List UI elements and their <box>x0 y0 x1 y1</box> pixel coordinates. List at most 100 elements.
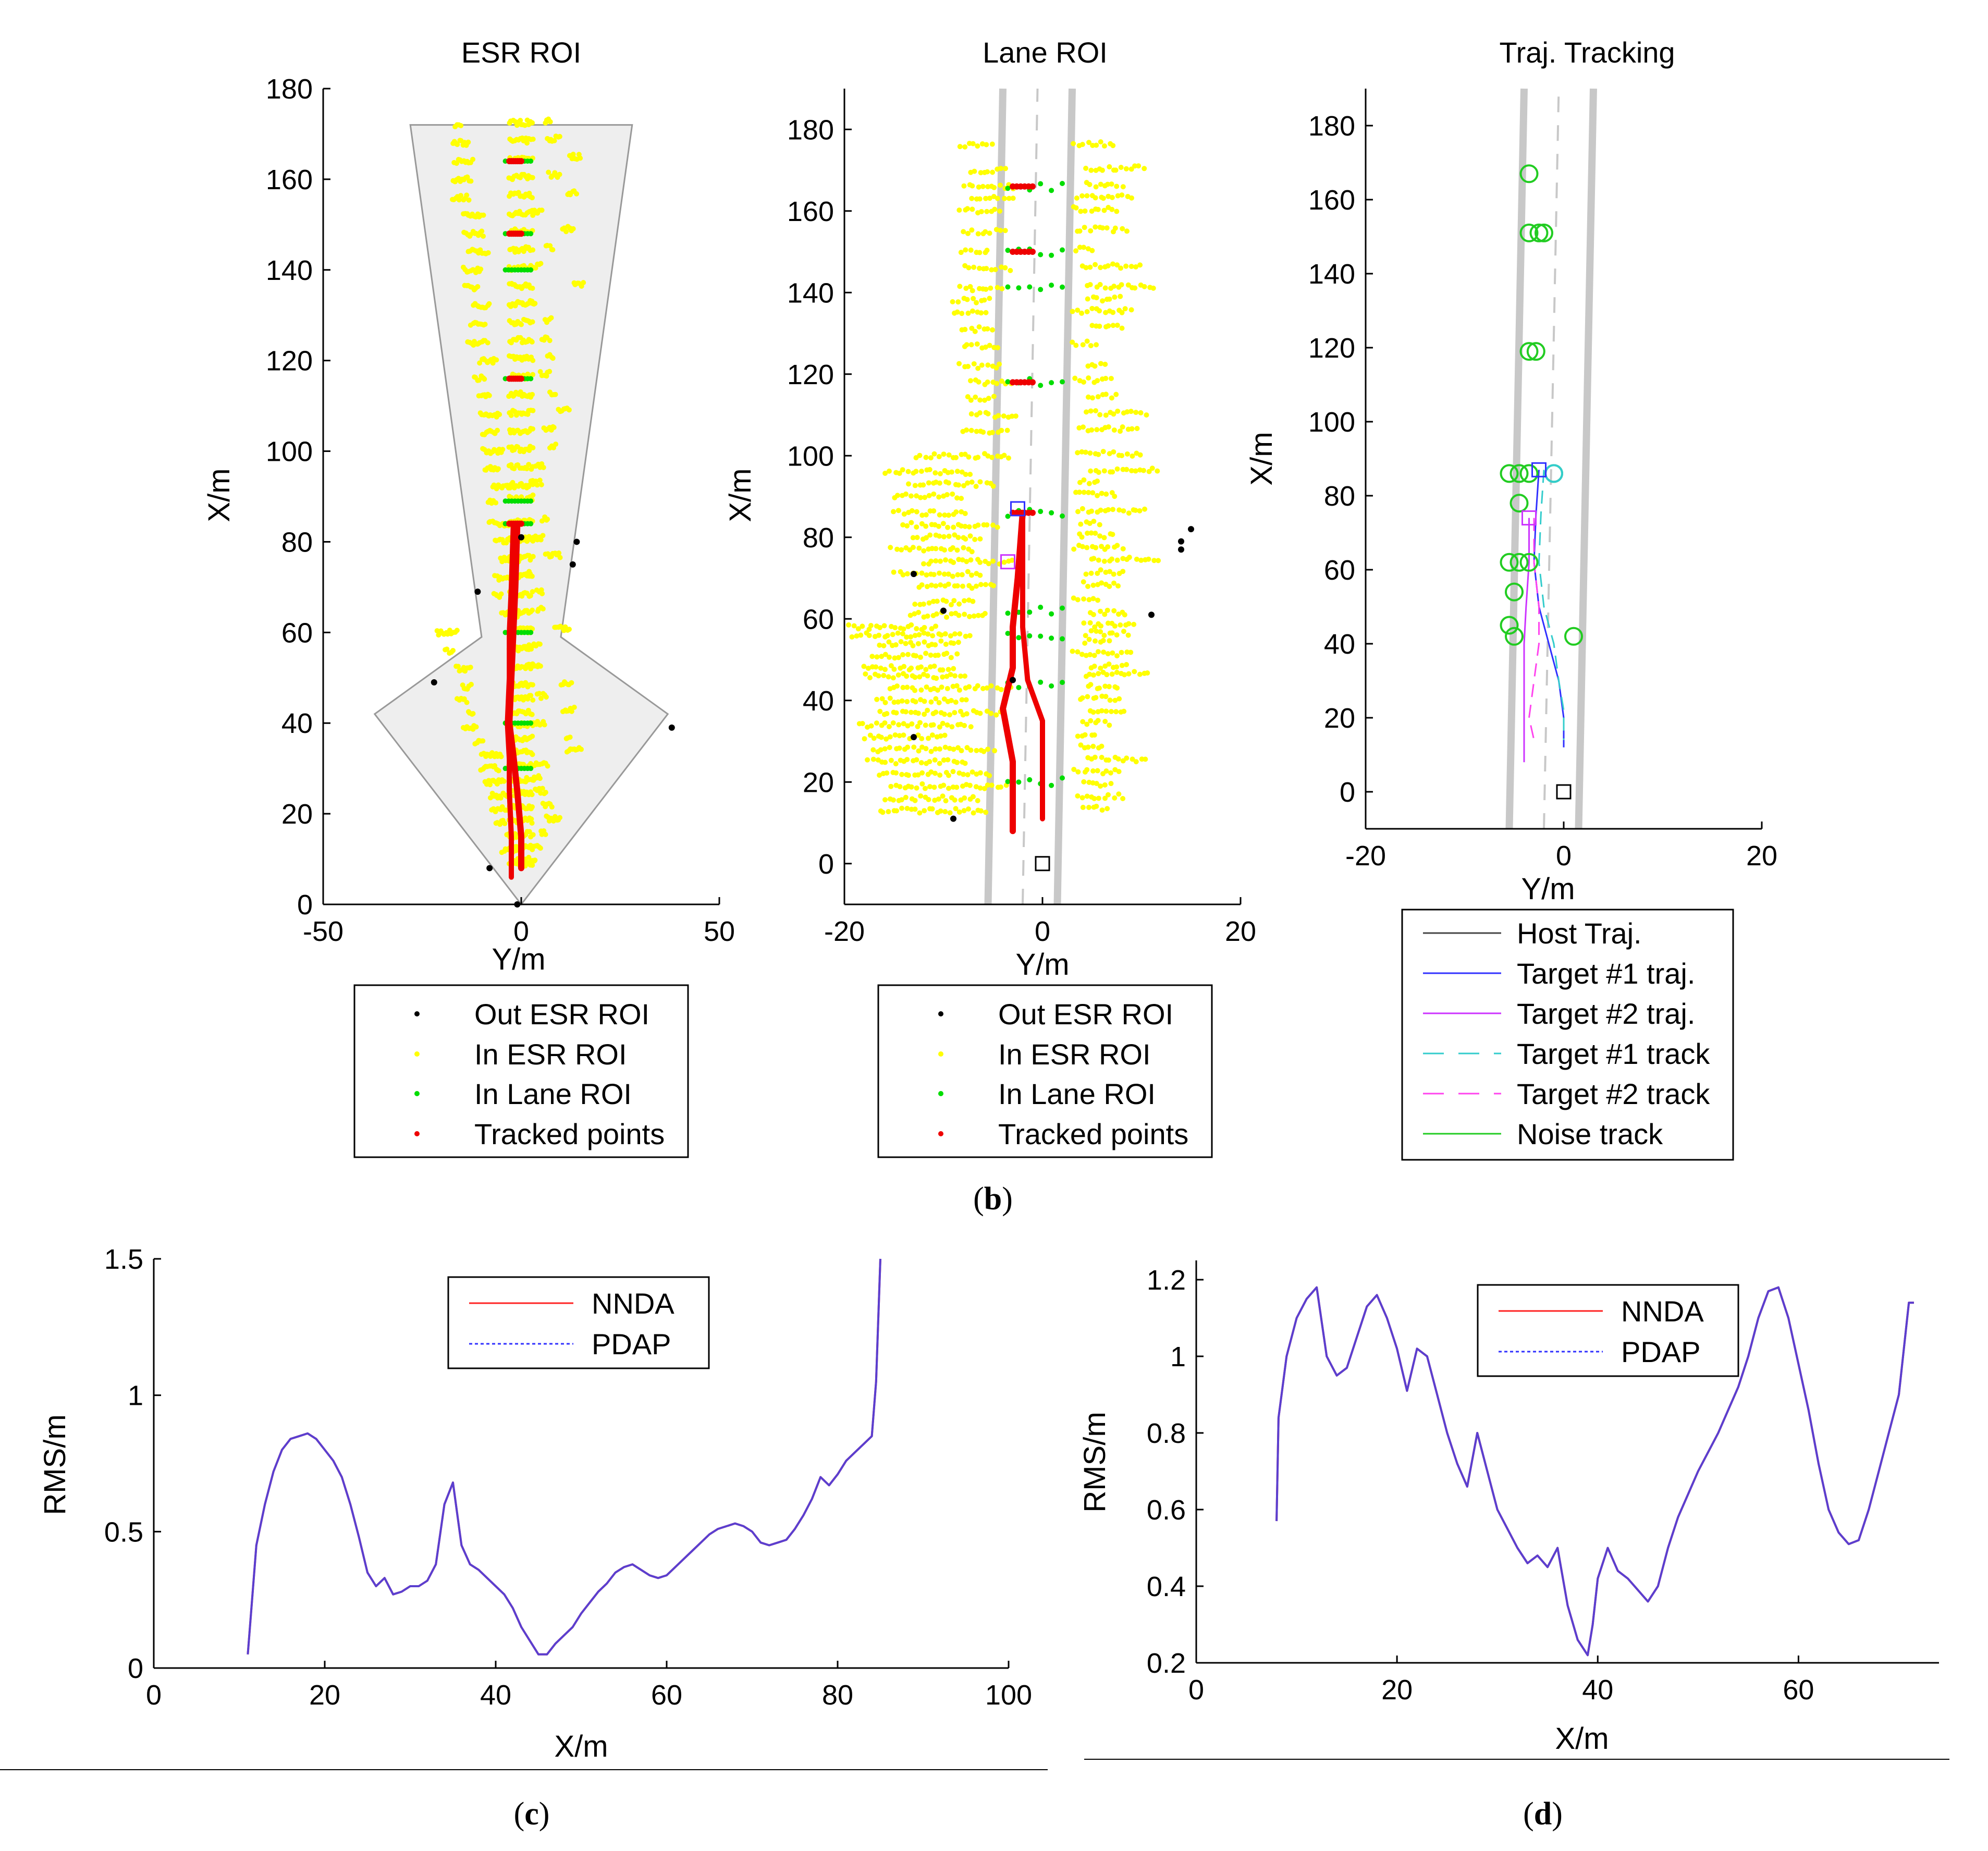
esr-in-esr-point <box>530 247 536 253</box>
lane-in-esr-point <box>1109 671 1115 677</box>
lane-in-esr-point <box>882 470 888 476</box>
lane-in-esr-point <box>1114 262 1120 268</box>
lane-in-esr-point <box>1114 653 1120 659</box>
esr-in-esr-point <box>545 517 550 522</box>
lane-in-esr-point <box>990 583 996 589</box>
lane-in-esr-point <box>971 296 976 301</box>
lane-in-esr-point <box>1108 770 1113 776</box>
lane-in-esr-point <box>1001 452 1007 458</box>
lane-in-esr-point <box>1089 508 1095 514</box>
lane-tracked-point <box>1029 183 1036 190</box>
lane-in-esr-point <box>882 720 888 726</box>
lane-in-esr-point <box>1071 546 1077 552</box>
esr-in-esr-point <box>530 643 535 648</box>
lane-in-esr-point <box>888 545 893 550</box>
lane-in-esr-point <box>1096 671 1101 677</box>
esr-in-esr-point <box>530 661 535 667</box>
lane-in-esr-point <box>971 810 976 816</box>
lane-in-esr-point <box>966 265 972 271</box>
lane-in-esr-point <box>1085 583 1091 589</box>
lane-in-esr-point <box>908 493 914 499</box>
lane-in-esr-point <box>967 782 973 788</box>
lane-legend-box <box>877 984 1213 1158</box>
lane-in-esr-point <box>975 455 981 460</box>
lane-in-esr-point <box>1130 453 1135 459</box>
lane-in-esr-point <box>977 196 983 202</box>
lane-in-esr-point <box>871 736 877 741</box>
lane-in-esr-point <box>976 379 981 385</box>
d-ytick-label: 0.6 <box>1147 1494 1186 1526</box>
lane-in-esr-point <box>972 328 978 334</box>
lane-in-esr-point <box>922 495 928 500</box>
lane-in-esr-point <box>937 471 943 476</box>
lane-in-esr-point <box>1114 183 1120 189</box>
lane-in-esr-point <box>895 508 901 513</box>
lane-in-esr-point <box>893 770 899 776</box>
esr-in-esr-point <box>530 358 536 363</box>
esr-legend: Out ESR ROI In ESR ROI In Lane ROI Track… <box>353 984 689 1158</box>
lane-in-esr-point <box>1097 308 1102 314</box>
esr-in-esr-point <box>553 391 558 397</box>
traj-noise-track <box>1519 553 1539 572</box>
lane-in-esr-point <box>1079 652 1085 657</box>
lane-in-esr-point <box>900 522 906 528</box>
lane-in-esr-point <box>1088 530 1094 536</box>
lane-in-esr-point <box>1116 769 1122 775</box>
lane-in-esr-point <box>905 744 911 750</box>
d-xtick-label: 60 <box>1783 1674 1814 1706</box>
lane-in-esr-point <box>962 451 968 457</box>
lane-in-esr-point <box>905 469 911 474</box>
lane-in-esr-point <box>919 736 925 741</box>
lane-in-esr-point <box>909 665 914 671</box>
lane-in-esr-point <box>1113 167 1119 173</box>
lane-in-esr-point <box>1075 769 1081 775</box>
esr-in-esr-point <box>550 356 556 361</box>
lane-in-esr-point <box>926 493 932 498</box>
lane-in-esr-point <box>954 495 960 501</box>
lane-in-esr-point <box>970 183 975 189</box>
lane-in-esr-point <box>924 684 929 690</box>
lane-in-esr-point <box>1075 308 1081 313</box>
c-legend-pdap: PDAP <box>592 1328 671 1360</box>
lane-in-esr-point <box>1118 265 1124 271</box>
lane-in-esr-point <box>1113 709 1119 715</box>
lane-in-esr-point <box>909 508 915 513</box>
lane-in-esr-point <box>981 786 987 791</box>
lane-in-lane-point <box>1049 283 1054 288</box>
lane-in-esr-point <box>933 583 939 589</box>
esr-in-esr-point <box>489 750 495 756</box>
lane-in-esr-point <box>1133 508 1138 513</box>
lane-in-esr-point <box>1095 493 1100 498</box>
lane-in-esr-point <box>1111 411 1116 417</box>
lane-in-esr-point <box>945 757 951 763</box>
lane-in-esr-point <box>970 308 975 314</box>
lane-in-esr-point <box>1101 633 1107 639</box>
lane-in-esr-point <box>948 633 953 639</box>
lane-in-esr-point <box>972 536 978 542</box>
d-legend-box <box>1477 1284 1739 1377</box>
esr-in-esr-point <box>537 845 543 851</box>
lane-in-esr-point <box>1092 624 1098 630</box>
esr-in-esr-point <box>545 763 550 769</box>
lane-in-esr-point <box>922 639 927 645</box>
esr-in-esr-point <box>470 710 476 716</box>
lane-in-esr-point <box>904 634 910 640</box>
c-ytick-label: 0.5 <box>104 1516 143 1548</box>
lane-in-esr-point <box>1107 583 1112 589</box>
lane-in-esr-point <box>913 469 919 474</box>
lane-in-esr-point <box>1103 412 1109 418</box>
esr-in-esr-point <box>553 442 559 447</box>
lane-in-esr-point <box>1128 195 1134 201</box>
lane-in-esr-point <box>953 509 959 515</box>
esr-in-esr-point <box>458 193 464 199</box>
lane-in-esr-point <box>1081 379 1086 385</box>
lane-in-esr-point <box>909 622 914 628</box>
lane-in-esr-point <box>967 471 973 477</box>
lane-in-esr-point <box>977 572 983 578</box>
lane-in-esr-point <box>964 342 970 348</box>
c-xtick-label: 60 <box>651 1680 682 1711</box>
esr-tracked-point <box>518 158 524 165</box>
lane-in-esr-point <box>914 509 919 514</box>
lane-in-esr-point <box>993 365 999 371</box>
lane-in-esr-point <box>1132 669 1137 675</box>
